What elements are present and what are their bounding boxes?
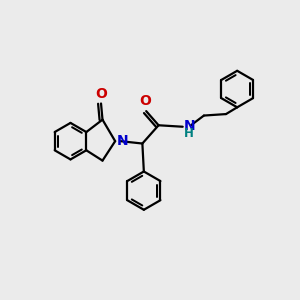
Text: H: H [184,127,194,140]
Text: O: O [140,94,152,108]
Text: N: N [184,119,196,133]
Text: O: O [95,87,107,101]
Text: N: N [117,134,129,148]
